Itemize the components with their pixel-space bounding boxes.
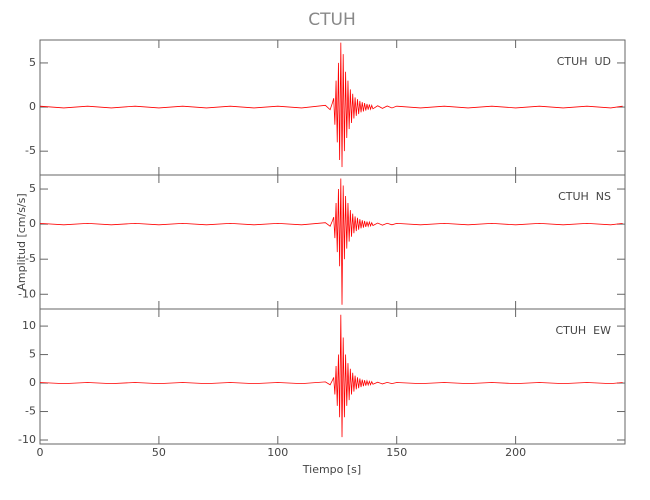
x-tick-label: 150 xyxy=(386,446,407,459)
y-tick-label: 0 xyxy=(29,376,36,389)
panel-frame xyxy=(39,308,626,445)
waveform xyxy=(39,42,623,168)
y-tick-label: 10 xyxy=(22,319,36,332)
y-tick-label: -5 xyxy=(25,144,36,157)
panel-label: CTUH EW xyxy=(555,324,611,337)
x-tick-label: 200 xyxy=(505,446,526,459)
panel-label: CTUH UD xyxy=(557,55,611,68)
y-tick-label: 0 xyxy=(29,217,36,230)
x-tick-label: 0 xyxy=(37,446,44,459)
panel-label: CTUH NS xyxy=(558,190,611,203)
y-tick-label: 5 xyxy=(29,56,36,69)
y-axis-label: Amplitud [cm/s/s] xyxy=(15,193,28,290)
x-tick-label: 50 xyxy=(152,446,166,459)
y-tick-label: -10 xyxy=(18,433,36,446)
chart-title: CTUH xyxy=(308,10,355,30)
waveform xyxy=(39,314,623,438)
x-tick-label: 100 xyxy=(267,446,288,459)
y-tick-label: 0 xyxy=(29,100,36,113)
x-axis-label: Tiempo [s] xyxy=(302,463,361,476)
y-tick-label: -5 xyxy=(25,252,36,265)
y-tick-label: -5 xyxy=(25,405,36,418)
y-tick-label: 5 xyxy=(29,348,36,361)
panel-frame xyxy=(39,39,626,176)
panel-frame xyxy=(39,174,626,310)
y-tick-label: 5 xyxy=(29,182,36,195)
waveform xyxy=(39,178,623,305)
y-tick-label: -10 xyxy=(18,287,36,300)
